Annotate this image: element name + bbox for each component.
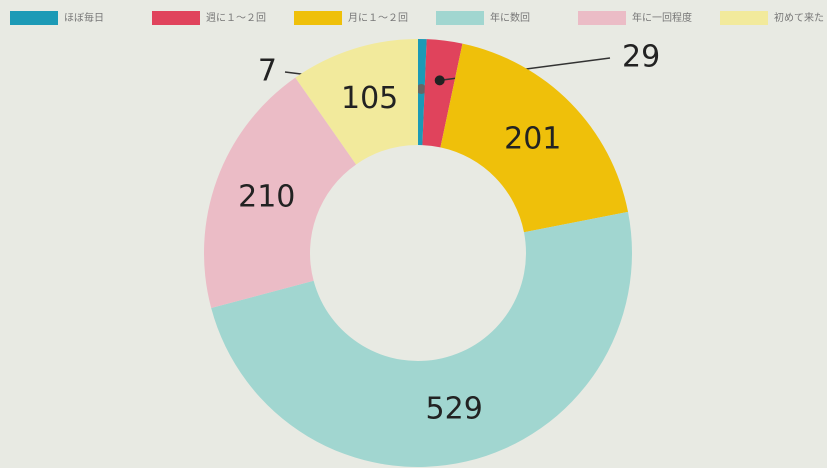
value-label: 7 xyxy=(258,54,277,89)
legend-swatch xyxy=(152,11,200,25)
legend-label: 初めて来た xyxy=(774,11,824,24)
donut-slice xyxy=(440,43,629,233)
legend-label: 年に数回 xyxy=(490,11,530,24)
legend-label: ほぼ毎日 xyxy=(64,11,104,24)
value-label: 529 xyxy=(426,391,483,426)
donut-slice xyxy=(422,39,463,148)
donut-slice xyxy=(203,77,357,309)
legend-swatch xyxy=(294,11,342,25)
legend-label: 週に１～２回 xyxy=(206,12,266,24)
legend-label: 月に１～２回 xyxy=(348,12,408,24)
donut-slice xyxy=(295,39,418,165)
legend-swatch xyxy=(720,11,768,25)
value-label: 201 xyxy=(504,122,561,157)
leader-dot xyxy=(434,75,445,86)
leader-dot xyxy=(416,84,427,95)
legend-swatch xyxy=(578,11,626,25)
value-label: 29 xyxy=(622,40,660,75)
value-label: 105 xyxy=(341,81,398,116)
value-label: 210 xyxy=(238,179,295,214)
legend-swatch xyxy=(10,11,58,25)
donut-slice xyxy=(211,211,633,468)
legend-swatch xyxy=(436,11,484,25)
legend-label: 年に一回程度 xyxy=(632,11,692,24)
